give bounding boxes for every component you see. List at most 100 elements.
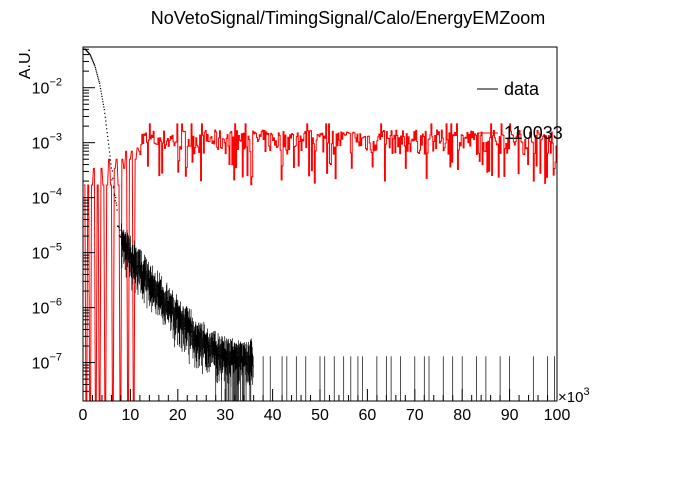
data-point: [142, 272, 144, 275]
data-point: [132, 256, 134, 258]
data-point: [181, 322, 183, 325]
data-point: [146, 275, 149, 277]
series-data: [82, 48, 555, 401]
data-point: [141, 273, 143, 276]
data-point: [122, 238, 124, 240]
data-point: [220, 354, 222, 356]
data-point: [109, 155, 111, 157]
data-point: [169, 305, 171, 307]
data-point: [109, 159, 112, 161]
y-tick-base: 10: [32, 81, 50, 98]
data-point: [151, 284, 153, 286]
data-point: [182, 316, 184, 318]
data-point: [153, 287, 155, 290]
data-point: [227, 354, 230, 356]
data-point: [198, 334, 200, 336]
data-point: [252, 364, 254, 366]
data-point: [133, 254, 135, 256]
data-point: [217, 353, 220, 356]
data-point: [152, 280, 154, 283]
data-point: [242, 358, 244, 361]
data-point: [125, 250, 127, 253]
data-point: [158, 294, 160, 296]
data-point: [158, 287, 160, 289]
data-point: [121, 243, 123, 245]
data-point: [172, 315, 174, 317]
y-tick-label: 10−6: [32, 297, 62, 318]
data-point: [115, 202, 117, 204]
y-tick-exp: −6: [49, 297, 62, 309]
legend: data 110033: [477, 79, 563, 143]
data-point: [218, 350, 221, 353]
data-point: [106, 132, 108, 134]
data-point: [162, 304, 164, 306]
data-point: [126, 246, 129, 248]
data-point: [148, 288, 150, 290]
data-point: [139, 265, 141, 267]
data-point: [197, 343, 199, 345]
data-point: [247, 356, 249, 359]
data-point: [223, 360, 225, 362]
data-point: [180, 327, 182, 329]
data-point: [141, 279, 143, 281]
data-point: [189, 323, 191, 326]
y-tick-base: 10: [32, 301, 50, 318]
x-tick-label: 20: [169, 407, 187, 424]
data-point: [180, 319, 183, 322]
data-point: [226, 358, 229, 361]
data-point: [96, 72, 98, 74]
data-point: [171, 305, 174, 307]
data-point: [208, 349, 210, 352]
data-point: [138, 265, 140, 268]
data-point: [162, 298, 165, 300]
data-point: [157, 292, 159, 295]
data-point: [161, 291, 163, 293]
data-point: [143, 275, 145, 277]
data-point: [191, 331, 193, 333]
data-point: [147, 273, 150, 275]
data-point: [233, 352, 235, 354]
y-tick-base: 10: [32, 246, 50, 263]
x-tick-label: 10: [122, 407, 140, 424]
data-point: [127, 247, 129, 249]
data-point: [112, 187, 114, 189]
data-point: [189, 331, 191, 333]
data-point: [194, 338, 196, 340]
data-point: [239, 355, 241, 358]
data-point: [221, 348, 223, 350]
data-point: [131, 261, 133, 263]
data-point: [144, 272, 147, 274]
data-point: [93, 62, 95, 65]
data-point: [164, 308, 166, 310]
data-point: [198, 336, 200, 339]
data-point: [205, 342, 207, 344]
data-point: [185, 323, 187, 325]
data-point: [206, 348, 208, 350]
data-point: [171, 303, 173, 306]
data-point: [153, 286, 155, 288]
data-point: [200, 342, 203, 344]
data-point: [230, 352, 232, 355]
data-point: [249, 354, 251, 356]
data-point: [161, 301, 163, 303]
data-point: [150, 284, 152, 286]
data-point: [184, 322, 186, 324]
data-point: [101, 98, 104, 100]
data-point: [231, 351, 233, 353]
data-point: [251, 354, 253, 357]
data-point: [138, 263, 141, 265]
data-point: [232, 355, 234, 357]
data-point: [96, 73, 98, 76]
data-point: [99, 87, 102, 90]
data-point: [218, 354, 220, 356]
data-point: [166, 297, 168, 299]
data-point: [131, 257, 133, 260]
data-point: [125, 247, 127, 249]
data-point: [105, 124, 107, 126]
data-point: [193, 338, 195, 340]
data-point: [183, 328, 186, 330]
data-point: [199, 334, 201, 336]
data-point: [181, 318, 184, 321]
data-point: [250, 352, 252, 354]
